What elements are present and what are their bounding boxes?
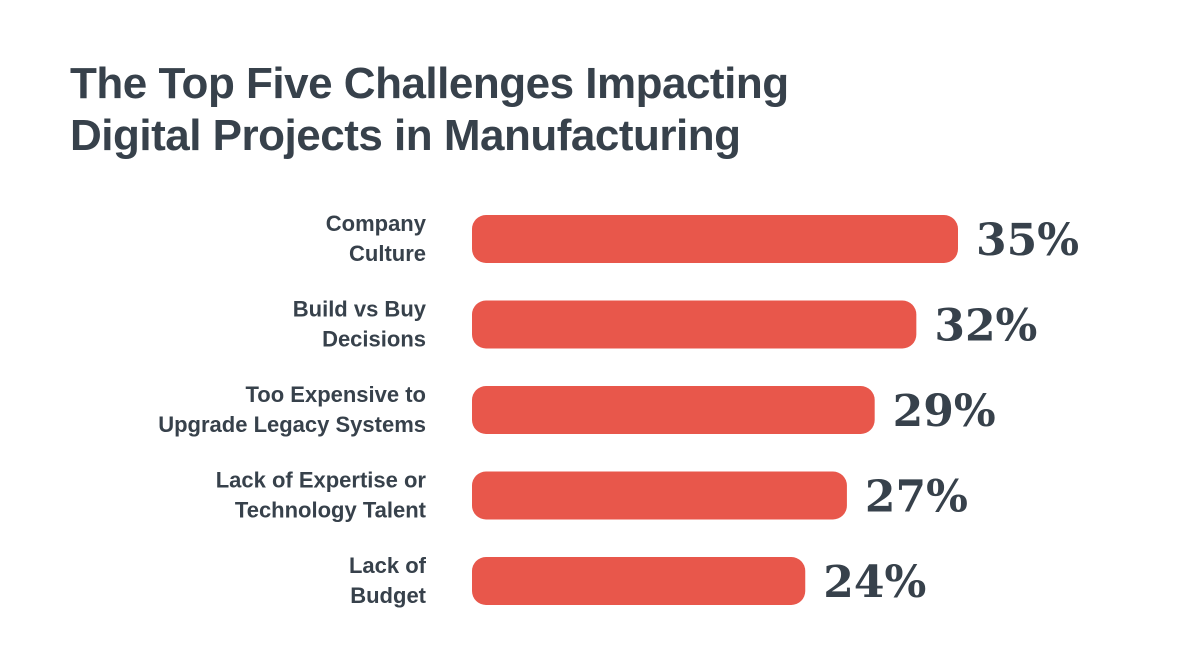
category-label: Too Expensive to (245, 382, 426, 407)
category-label: Technology Talent (235, 498, 427, 523)
category-label: Upgrade Legacy Systems (158, 412, 426, 437)
value-label: 27% (865, 472, 968, 523)
bar-group: Lack of Expertise or Technology Talent 27% (216, 468, 968, 523)
bar (472, 300, 917, 349)
bar (472, 557, 806, 605)
value-label: 35% (976, 215, 1079, 266)
category-label: Lack of (349, 553, 427, 578)
bar-group: Company Culture 35% (326, 211, 1079, 266)
chart-title-line-1: The Top Five Challenges Impacting (70, 59, 789, 108)
category-label: Lack of Expertise or (216, 468, 427, 493)
category-label: Culture (349, 241, 426, 266)
bar (472, 386, 875, 434)
category-label: Decisions (322, 327, 426, 352)
bar (472, 215, 958, 263)
bar-group: Too Expensive to Upgrade Legacy Systems 29… (158, 382, 996, 437)
category-label: Build vs Buy (293, 297, 427, 322)
bar-group: Build vs Buy Decisions 32% (293, 297, 1038, 352)
category-label: Company (326, 211, 427, 236)
chart-title-line-2: Digital Projects in Manufacturing (70, 111, 741, 160)
bar (472, 471, 847, 520)
chart-title: The Top Five Challenges Impacting Digita… (70, 58, 789, 162)
bar-group: Lack of Budget 24% (349, 553, 926, 608)
value-label: 32% (934, 301, 1037, 352)
value-label: 29% (893, 386, 996, 437)
category-label: Budget (350, 583, 426, 608)
value-label: 24% (823, 557, 926, 608)
